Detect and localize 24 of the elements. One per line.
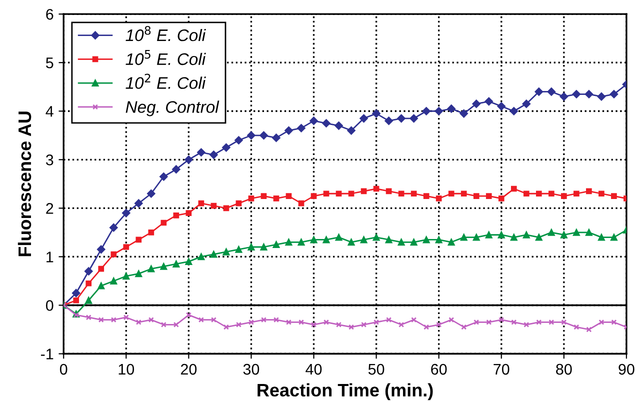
x-tick-label: 70	[494, 364, 510, 375]
y-tick-label: 6	[46, 8, 54, 20]
x-tick-label: 80	[556, 364, 572, 375]
x-axis-title: Reaction Time (min.)	[258, 383, 433, 400]
x-tick-label: 40	[306, 364, 322, 375]
x-tick-label: 20	[180, 364, 197, 375]
y-tick-label: 4	[46, 106, 54, 117]
x-tick-label: 60	[431, 364, 447, 375]
legend-label: 10$^{5}$ E. Coli	[126, 50, 206, 66]
x-tick-label: 30	[243, 364, 260, 375]
x-tick-label: 0	[60, 364, 68, 375]
x-tick-label: 10	[118, 364, 134, 375]
legend-label: 10$^{2}$ E. Coli	[126, 74, 206, 89]
y-tick-label: -1	[40, 348, 54, 360]
y-tick-label: 3	[46, 154, 54, 166]
y-axis-title: Fluorescence AU	[18, 112, 32, 256]
y-tick-label: 1	[46, 252, 54, 262]
x-tick-label: 90	[618, 364, 634, 375]
y-tick-label: 0	[46, 300, 54, 311]
legend-label: Neg. Control	[126, 100, 220, 116]
legend-label: 10$^{8}$ E. Coli	[126, 26, 206, 42]
x-tick-label: 50	[368, 364, 384, 375]
y-tick-label: 2	[46, 203, 54, 214]
y-tick-label: 5	[46, 58, 54, 68]
